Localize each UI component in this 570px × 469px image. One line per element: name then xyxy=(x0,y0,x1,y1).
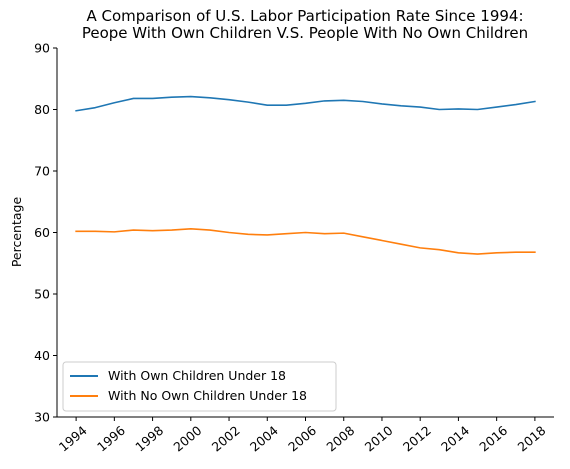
x-tick-label: 2006 xyxy=(285,423,319,455)
y-tick-label: 50 xyxy=(34,287,50,302)
x-tick-label: 2000 xyxy=(170,423,204,455)
x-tick-label: 2010 xyxy=(362,423,396,455)
series-line-no-own-children xyxy=(75,228,536,255)
y-axis-label: Percentage xyxy=(9,197,24,268)
y-tick-label: 90 xyxy=(34,41,50,56)
x-tick-label: 2002 xyxy=(209,423,243,455)
y-tick-label: 40 xyxy=(34,348,50,363)
y-tick-label: 30 xyxy=(34,410,50,425)
x-tick-label: 2012 xyxy=(400,423,434,455)
plot-lines xyxy=(75,95,536,255)
x-tick-label: 1996 xyxy=(94,423,128,455)
y-tick-label: 60 xyxy=(34,225,50,240)
legend: With Own Children Under 18 With No Own C… xyxy=(62,361,337,412)
x-tick-label: 1994 xyxy=(56,423,90,455)
x-tick-label: 2004 xyxy=(247,423,281,455)
y-tick-label: 70 xyxy=(34,164,50,179)
series-line-own-children xyxy=(75,95,536,112)
chart-title-line2: Peope With Own Children V.S. People With… xyxy=(82,24,528,42)
legend-label-own-children: With Own Children Under 18 xyxy=(108,368,286,383)
y-axis-ticks: 30 40 50 60 70 80 90 xyxy=(34,41,57,425)
y-tick-label: 80 xyxy=(34,102,50,117)
x-axis-ticks: 1994 1996 1998 2000 2002 2004 2006 2008 2010 2012… xyxy=(56,417,549,455)
legend-label-no-own-children: With No Own Children Under 18 xyxy=(108,388,307,403)
x-tick-label: 2016 xyxy=(476,423,510,455)
chart-title-line1: A Comparison of U.S. Labor Participation… xyxy=(86,7,523,25)
x-tick-label: 2014 xyxy=(438,423,472,455)
legend-box xyxy=(62,361,337,412)
x-tick-label: 2018 xyxy=(515,423,549,455)
x-tick-label: 2008 xyxy=(323,423,357,455)
x-tick-label: 1998 xyxy=(132,423,166,455)
